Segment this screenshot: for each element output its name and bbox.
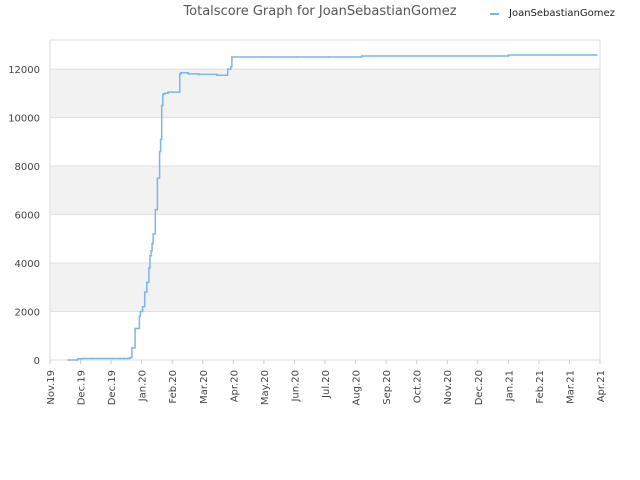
data-point <box>225 74 228 76</box>
data-point <box>187 73 190 75</box>
data-point <box>359 56 362 58</box>
data-point <box>134 327 136 330</box>
data-point <box>139 310 142 313</box>
data-point <box>360 55 363 57</box>
data-point <box>327 56 330 58</box>
data-point <box>178 73 181 75</box>
data-point <box>151 242 153 245</box>
data-point <box>167 91 169 93</box>
y-tick-label: 12000 <box>8 65 40 76</box>
data-point <box>119 357 122 360</box>
legend-label: JoanSebastianGomez <box>509 8 615 19</box>
x-tick-label: Dec.19 <box>77 370 88 405</box>
data-point <box>263 56 265 58</box>
legend-swatch <box>490 12 499 15</box>
data-point <box>81 357 83 360</box>
x-tick-label: Jun.20 <box>290 370 301 403</box>
chart-title: Totalscore Graph for JoanSebastianGomez <box>183 4 457 19</box>
y-tick-label: 6000 <box>15 211 40 222</box>
data-point <box>154 208 157 211</box>
data-point <box>150 250 152 252</box>
x-tick-label: Mar.21 <box>565 370 576 404</box>
x-tick-label: Apr.21 <box>596 370 607 402</box>
data-point <box>128 356 131 359</box>
y-tick-label: 4000 <box>15 259 40 270</box>
grid-band <box>50 166 600 215</box>
data-point <box>152 233 154 235</box>
data-point <box>143 291 146 293</box>
x-tick-label: Sep.20 <box>382 370 393 405</box>
data-point <box>138 315 141 318</box>
data-point <box>149 254 151 257</box>
data-point <box>111 357 114 360</box>
x-tick-label: Jan.21 <box>504 370 515 402</box>
data-point <box>146 281 148 284</box>
x-tick-label: Nov.20 <box>443 370 454 405</box>
data-point <box>131 347 133 349</box>
data-point <box>166 92 168 95</box>
data-point <box>469 55 472 57</box>
grid-band <box>50 263 600 312</box>
data-point <box>141 305 144 308</box>
grid-band <box>50 117 600 167</box>
data-point <box>148 267 150 269</box>
legend[interactable]: JoanSebastianGomez <box>490 8 615 19</box>
x-tick-label: Dec.20 <box>474 370 485 405</box>
grid-band <box>50 69 600 118</box>
x-tick-label: Dec.19 <box>107 370 118 405</box>
data-point <box>76 357 79 360</box>
data-point <box>596 54 598 56</box>
grid-band <box>50 311 600 360</box>
y-tick-label: 2000 <box>15 308 40 319</box>
data-point <box>90 357 93 360</box>
data-point <box>181 71 183 74</box>
data-point <box>171 91 174 93</box>
data-point <box>296 56 298 58</box>
data-point <box>67 359 69 361</box>
x-tick-label: Feb.20 <box>168 370 179 404</box>
data-point <box>404 55 407 57</box>
data-point <box>506 55 509 57</box>
data-point <box>213 73 215 76</box>
data-point <box>126 357 129 360</box>
data-point <box>158 150 161 153</box>
data-point <box>507 54 510 56</box>
x-tick-label: Jul.20 <box>321 370 332 399</box>
data-point <box>556 54 559 56</box>
x-tick-label: Apr.20 <box>229 370 240 402</box>
data-point <box>159 138 162 141</box>
x-tick-label: Nov.19 <box>46 370 57 405</box>
y-tick-label: 0 <box>34 356 40 367</box>
y-tick-label: 8000 <box>15 162 40 173</box>
data-point <box>123 357 126 360</box>
x-tick-label: May.20 <box>260 370 271 405</box>
data-point <box>226 68 229 70</box>
data-point <box>231 56 233 58</box>
x-tick-label: Oct.20 <box>413 370 424 403</box>
data-point <box>160 104 163 107</box>
data-point <box>101 357 103 360</box>
data-point <box>230 65 232 68</box>
data-point <box>164 92 166 95</box>
data-point <box>198 73 200 76</box>
x-tick-label: Jan.20 <box>138 370 149 402</box>
data-point <box>156 177 159 179</box>
x-tick-label: Mar.20 <box>199 370 210 404</box>
grid-band <box>50 214 600 264</box>
y-tick-label: 10000 <box>8 114 40 125</box>
data-point <box>216 74 218 76</box>
x-tick-label: Feb.21 <box>535 370 546 404</box>
x-tick-label: Aug.20 <box>352 370 363 405</box>
